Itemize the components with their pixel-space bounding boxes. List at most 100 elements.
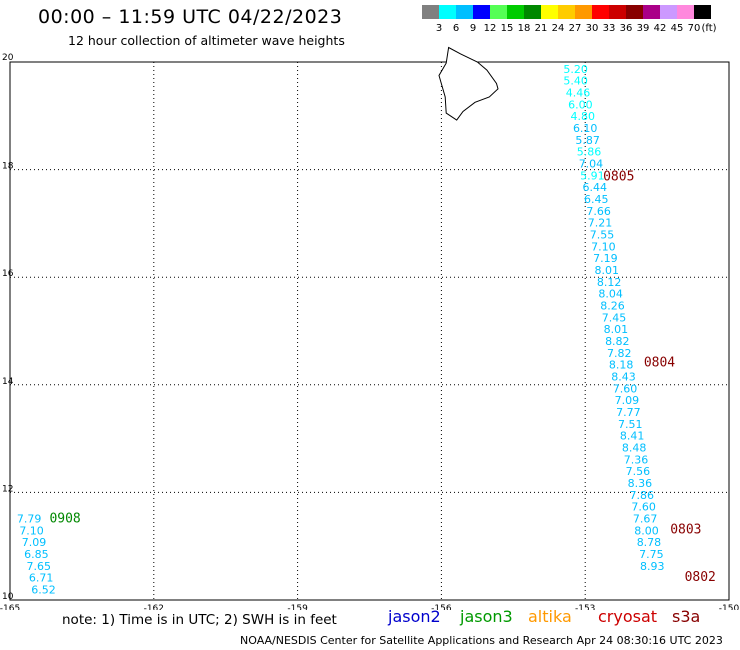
colorbar-label: 6: [453, 23, 459, 34]
colorbar-label: 3: [436, 23, 442, 34]
colorbar-swatch: [694, 5, 711, 19]
swh-value-label: 6.00: [568, 98, 593, 111]
pass-time-label: 0802: [685, 570, 716, 585]
swh-value-label: 8.78: [637, 536, 662, 549]
swh-value-label: 7.36: [624, 453, 649, 466]
y-tick-label: 18: [2, 162, 14, 172]
colorbar-swatch: [490, 5, 507, 19]
chart-subtitle: 12 hour collection of altimeter wave hei…: [68, 33, 345, 48]
x-tick-label: -150: [719, 604, 740, 610]
plot-area: -165 -162 -159 -156 -153 -150 10 12 14 16 18 20 5.20…: [0, 46, 740, 610]
swh-value-label: 7.65: [27, 560, 52, 573]
colorbar-swatch: [507, 5, 524, 19]
swh-value-label: 4.46: [566, 86, 591, 99]
colorbar-swatch: [541, 5, 558, 19]
x-tick-label: -159: [287, 604, 308, 610]
colorbar-label: 39: [637, 23, 650, 34]
colorbar-label: 33: [603, 23, 616, 34]
swh-value-label: 8.43: [611, 370, 636, 383]
swh-value-label: 8.41: [620, 430, 645, 443]
swh-value-label: 8.01: [595, 264, 620, 277]
swh-value-label: 5.86: [577, 146, 602, 159]
swh-value-label: 7.19: [593, 252, 618, 265]
colorbar-swatch: [473, 5, 490, 19]
pass-time-label: 0805: [603, 169, 634, 184]
colorbar-label: 21: [535, 23, 548, 34]
swh-colorbar: 3 6 9 12 15 18 21 24 27 30 33 36 39 42 45 70 (ft): [422, 5, 717, 34]
plot-frame: [9, 61, 730, 601]
swh-value-label: 8.12: [597, 276, 622, 289]
swh-value-label: 7.86: [630, 489, 655, 502]
colorbar-label: 45: [671, 23, 684, 34]
x-tick-label: -165: [0, 604, 20, 610]
swh-value-label: 5.87: [575, 134, 600, 147]
colorbar-label: 24: [552, 23, 565, 34]
colorbar-label: 30: [586, 23, 599, 34]
pass-time-label: 0804: [644, 356, 675, 371]
swh-value-label: 7.75: [639, 548, 664, 561]
swh-value-label: 7.10: [591, 240, 616, 253]
colorbar-swatch: [456, 5, 473, 19]
chart-title: 00:00 – 11:59 UTC 04/22/2023: [38, 6, 343, 28]
swh-value-label: 8.04: [598, 288, 623, 301]
swh-value-label: 6.52: [31, 584, 56, 597]
hawaii-island-outline: [438, 46, 499, 121]
swh-value-label: 7.04: [579, 157, 604, 170]
y-tick-label: 20: [2, 53, 14, 63]
x-tick-label: -153: [575, 604, 595, 610]
colorbar-swatch: [626, 5, 643, 19]
swh-value-label: 7.10: [19, 524, 44, 537]
colorbar-swatch: [643, 5, 660, 19]
swh-value-label: 5.40: [563, 75, 588, 88]
swh-value-label: 6.45: [584, 193, 609, 206]
swh-value-label: 8.00: [634, 524, 659, 537]
swh-value-label: 7.55: [590, 228, 615, 241]
footer-credit: NOAA/NESDIS Center for Satellite Applica…: [240, 634, 723, 647]
colorbar-swatch: [439, 5, 456, 19]
swh-value-label: 6.85: [24, 548, 49, 561]
swh-value-label: 7.21: [588, 217, 613, 230]
y-tick-label: 14: [2, 377, 14, 387]
swh-value-label: 7.45: [602, 311, 627, 324]
swh-value-label: 7.66: [586, 205, 611, 218]
colorbar-swatch: [660, 5, 677, 19]
swh-value-label: 5.20: [563, 63, 588, 76]
colorbar-label: 15: [501, 23, 514, 34]
colorbar-label: 42: [654, 23, 667, 34]
colorbar-label: 9: [470, 23, 476, 34]
colorbar-swatch: [609, 5, 626, 19]
x-tick-label: -156: [431, 604, 452, 610]
colorbar-swatch: [592, 5, 609, 19]
swh-value-label: 5.91: [580, 169, 605, 182]
legend-jason2: jason2: [388, 607, 441, 626]
swh-value-label: 7.77: [616, 406, 641, 419]
swh-value-label: 7.79: [17, 513, 42, 526]
swh-value-label: 8.01: [604, 323, 629, 336]
colorbar-swatch: [677, 5, 694, 19]
y-tick-label: 16: [2, 269, 14, 279]
colorbar-swatch: [575, 5, 592, 19]
pass-time-label: 0908: [49, 512, 80, 527]
pass-time-label: 0803: [670, 522, 701, 537]
colorbar-swatch: [558, 5, 575, 19]
swh-value-label: 8.48: [622, 442, 647, 455]
x-tick-label: -162: [144, 604, 164, 610]
colorbar-label: (ft): [701, 23, 716, 34]
swh-value-label: 8.18: [609, 359, 634, 372]
swh-value-label: 7.60: [631, 501, 656, 514]
swh-value-label: 8.82: [605, 335, 630, 348]
colorbar-label: 36: [620, 23, 633, 34]
swh-value-label: 7.67: [633, 513, 658, 526]
colorbar-label: 12: [484, 23, 497, 34]
y-tick-label: 10: [2, 592, 14, 602]
swh-value-label: 6.71: [29, 572, 54, 585]
swh-value-label: 4.80: [571, 110, 596, 123]
swh-value-label: 8.26: [600, 299, 625, 312]
legend-altika: altika: [528, 607, 572, 626]
swh-value-label: 7.09: [22, 536, 47, 549]
colorbar-swatch: [422, 5, 439, 19]
legend-cryosat: cryosat: [598, 607, 658, 626]
colorbar-label: 70: [688, 23, 701, 34]
footer-note: note: 1) Time is in UTC; 2) SWH is in fe…: [62, 612, 337, 628]
y-tick-label: 12: [2, 484, 13, 494]
